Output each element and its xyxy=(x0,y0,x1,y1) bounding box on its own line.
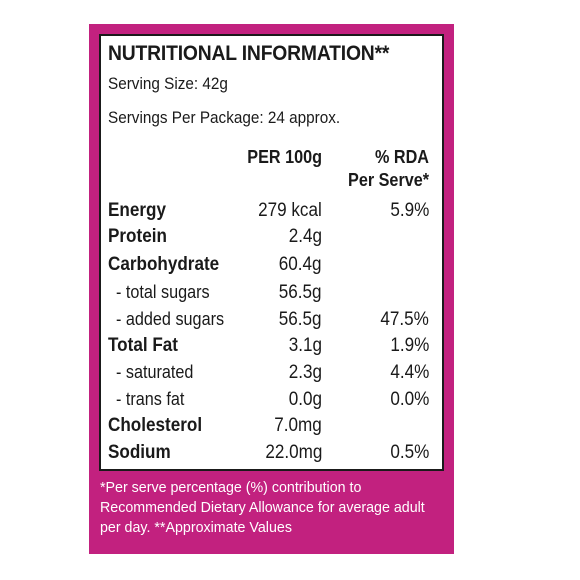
table-row: Carbohydrate 60.4g xyxy=(0,254,580,280)
nutrient-value-per-100g: 60.4g xyxy=(279,254,322,275)
nutrient-name: Protein xyxy=(108,226,167,247)
nutrient-name: Energy xyxy=(108,200,166,221)
nutrient-name: Total Fat xyxy=(108,335,178,356)
nutrient-value-per-100g: 7.0mg xyxy=(274,415,322,436)
nutrient-rda: 0.0% xyxy=(390,389,429,410)
nutrient-value-per-100g: 2.3g xyxy=(288,362,322,383)
table-row: - trans fat 0.0g 0.0% xyxy=(0,389,580,415)
nutrient-name: - total sugars xyxy=(116,282,210,302)
nutrient-value-per-100g: 56.5g xyxy=(279,282,322,303)
nutrient-rda: 1.9% xyxy=(390,335,429,356)
nutrient-rda: 47.5% xyxy=(380,309,429,330)
table-row: Protein 2.4g xyxy=(0,226,580,252)
nutrient-name: Cholesterol xyxy=(108,415,203,436)
nutrient-value-per-100g: 22.0mg xyxy=(264,442,322,463)
column-header-per-serve: Per Serve* xyxy=(347,170,429,190)
table-row: Cholesterol 7.0mg xyxy=(0,415,580,441)
table-row: - added sugars 56.5g 47.5% xyxy=(0,309,580,335)
table-row: Energy 279 kcal 5.9% xyxy=(0,200,580,226)
nutrient-value-per-100g: 2.4g xyxy=(288,226,322,247)
table-row: Sodium 22.0mg 0.5% xyxy=(0,442,580,468)
column-header-rda: % RDA xyxy=(374,147,429,167)
table-row: - total sugars 56.5g xyxy=(0,282,580,308)
nutrient-name: - added sugars xyxy=(116,309,225,329)
nutrient-value-per-100g: 279 kcal xyxy=(258,200,322,221)
table-row: - saturated 2.3g 4.4% xyxy=(0,362,580,388)
nutrient-value-per-100g: 3.1g xyxy=(288,335,322,356)
nutrient-value-per-100g: 0.0g xyxy=(288,389,322,410)
nutrient-name: Sodium xyxy=(108,442,171,463)
nutrient-rda: 0.5% xyxy=(390,442,429,463)
nutrient-value-per-100g: 56.5g xyxy=(279,309,322,330)
nutrient-name: - trans fat xyxy=(116,389,185,409)
servings-per-package: Servings Per Package: 24 approx. xyxy=(108,108,341,127)
label-title: NUTRITIONAL INFORMATION** xyxy=(108,42,390,65)
table-row: Total Fat 3.1g 1.9% xyxy=(0,335,580,361)
footnote-line: Recommended Dietary Allowance for averag… xyxy=(100,499,425,516)
column-header-per-100g: PER 100g xyxy=(247,147,322,167)
footnote-line: per day. **Approximate Values xyxy=(100,519,292,536)
nutrient-name: - saturated xyxy=(116,362,194,382)
nutrient-rda: 5.9% xyxy=(390,200,429,221)
footnote-line: *Per serve percentage (%) contribution t… xyxy=(100,479,362,496)
footnote: *Per serve percentage (%) contribution t… xyxy=(100,478,433,538)
nutrition-table-box xyxy=(99,34,444,471)
nutrient-rda: 4.4% xyxy=(390,362,429,383)
serving-size: Serving Size: 42g xyxy=(108,74,228,93)
nutrient-name: Carbohydrate xyxy=(108,254,220,275)
